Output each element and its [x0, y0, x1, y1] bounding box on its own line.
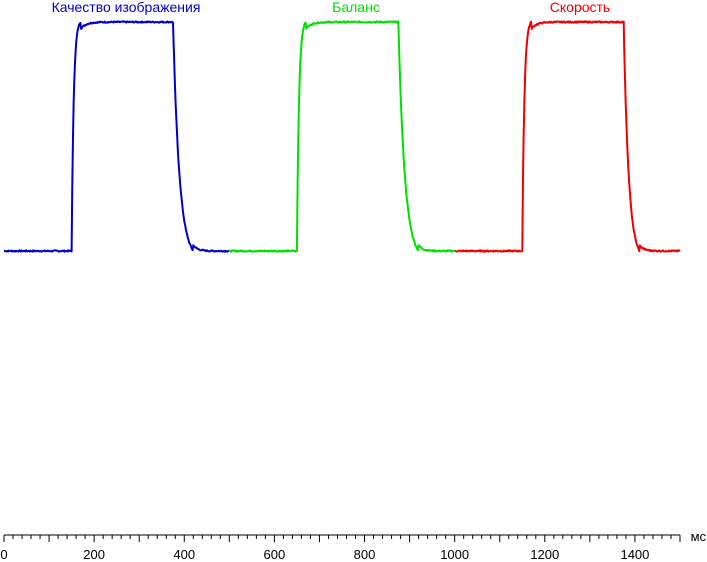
series-labels: Качество изображения Баланс Скорость	[52, 0, 611, 15]
series-line-0	[3, 20, 230, 253]
x-axis-tick-labels: 0 200 400 600 800 1000 1200 1400	[0, 547, 649, 562]
x-tick-label: 400	[173, 547, 195, 562]
series-label-quality: Качество изображения	[52, 0, 201, 15]
series-label-balance: Баланс	[332, 0, 380, 15]
x-axis-unit-label: мс	[691, 529, 707, 544]
x-tick-label: 600	[264, 547, 286, 562]
series-line-2	[454, 20, 681, 253]
series-line-1	[229, 20, 455, 253]
x-tick-label: 1400	[620, 547, 649, 562]
series-layer	[3, 20, 681, 253]
x-tick-label: 200	[83, 547, 105, 562]
x-axis-ticks	[3, 535, 681, 542]
x-tick-label: 1200	[530, 547, 559, 562]
x-tick-label: 0	[0, 547, 7, 562]
x-tick-label: 1000	[440, 547, 469, 562]
series-label-speed: Скорость	[550, 0, 610, 15]
x-tick-label: 800	[354, 547, 376, 562]
